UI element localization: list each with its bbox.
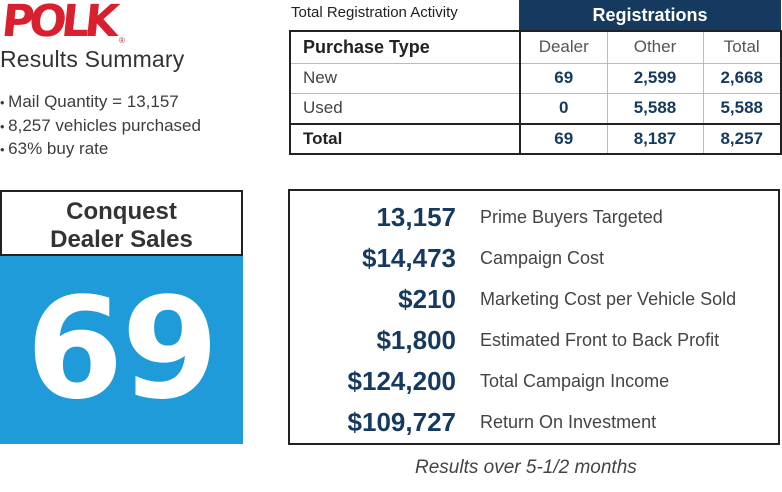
table-header-row: Purchase Type Dealer Other Total bbox=[289, 30, 782, 64]
metric-value: $109,727 bbox=[347, 407, 456, 437]
cell-total: 5,588 bbox=[702, 92, 782, 125]
results-summary-title: Results Summary bbox=[0, 46, 185, 72]
conquest-value-box: 69 bbox=[0, 256, 243, 444]
registrations-header: Registrations bbox=[519, 0, 781, 30]
metric-label: Campaign Cost bbox=[480, 248, 605, 268]
metric-value: $124,200 bbox=[347, 366, 456, 396]
metric-label: Marketing Cost per Vehicle Sold bbox=[480, 289, 737, 309]
cell-other: 5,588 bbox=[606, 92, 704, 125]
bullet-vehicles-purchased: 8,257 vehicles purchased bbox=[0, 114, 201, 138]
metric-value: 13,157 bbox=[376, 202, 456, 232]
col-purchase-type: Purchase Type bbox=[289, 30, 521, 64]
metric-label: Return On Investment bbox=[480, 412, 657, 432]
table-total-row: Total 69 8,187 8,257 bbox=[289, 122, 782, 155]
logo-text: POLK bbox=[0, 0, 117, 47]
table-row: New 69 2,599 2,668 bbox=[289, 62, 782, 94]
conquest-title-line2: Dealer Sales bbox=[50, 226, 193, 253]
metric-row: $210 Marketing Cost per Vehicle Sold bbox=[290, 279, 778, 320]
metric-row: $109,727 Return On Investment bbox=[290, 402, 778, 443]
conquest-value: 69 bbox=[26, 268, 219, 431]
col-dealer: Dealer bbox=[519, 30, 608, 64]
metric-row: 13,157 Prime Buyers Targeted bbox=[290, 197, 778, 238]
cell-other: 2,599 bbox=[606, 62, 704, 94]
metrics-panel: 13,157 Prime Buyers Targeted $14,473 Cam… bbox=[288, 189, 780, 445]
metric-label: Estimated Front to Back Profit bbox=[480, 330, 720, 350]
metric-value: $1,800 bbox=[376, 325, 456, 355]
summary-bullets: Mail Quantity = 13,157 8,257 vehicles pu… bbox=[0, 90, 201, 161]
cell-other: 8,187 bbox=[606, 122, 704, 155]
metric-label: Total Campaign Income bbox=[480, 371, 670, 391]
polk-logo: POLK ® bbox=[0, 0, 125, 47]
bullet-mail-quantity: Mail Quantity = 13,157 bbox=[0, 90, 201, 114]
conquest-title-line1: Conquest bbox=[66, 198, 177, 225]
col-total: Total bbox=[702, 30, 782, 64]
bullet-buy-rate: 63% buy rate bbox=[0, 137, 201, 161]
table-row: Used 0 5,588 5,588 bbox=[289, 92, 782, 125]
metric-row: $1,800 Estimated Front to Back Profit bbox=[290, 320, 778, 361]
cell-dealer: 69 bbox=[519, 62, 608, 94]
row-label: Total bbox=[289, 122, 521, 155]
conquest-title-box: Conquest Dealer Sales bbox=[0, 190, 243, 256]
cell-dealer: 69 bbox=[519, 122, 608, 155]
cell-total: 8,257 bbox=[702, 122, 782, 155]
cell-total: 2,668 bbox=[702, 62, 782, 94]
metric-label: Prime Buyers Targeted bbox=[480, 207, 663, 227]
metric-row: $124,200 Total Campaign Income bbox=[290, 361, 778, 402]
registration-caption: Total Registration Activity bbox=[291, 4, 458, 21]
metric-row: $14,473 Campaign Cost bbox=[290, 238, 778, 279]
registered-mark: ® bbox=[119, 36, 125, 45]
metric-value: $14,473 bbox=[362, 243, 456, 273]
cell-dealer: 0 bbox=[519, 92, 608, 125]
row-label: New bbox=[289, 62, 521, 94]
results-footnote: Results over 5-1/2 months bbox=[415, 457, 637, 478]
metric-value: $210 bbox=[398, 284, 456, 314]
row-label: Used bbox=[289, 92, 521, 125]
registration-table: Purchase Type Dealer Other Total New 69 … bbox=[289, 30, 782, 155]
col-other: Other bbox=[606, 30, 704, 64]
